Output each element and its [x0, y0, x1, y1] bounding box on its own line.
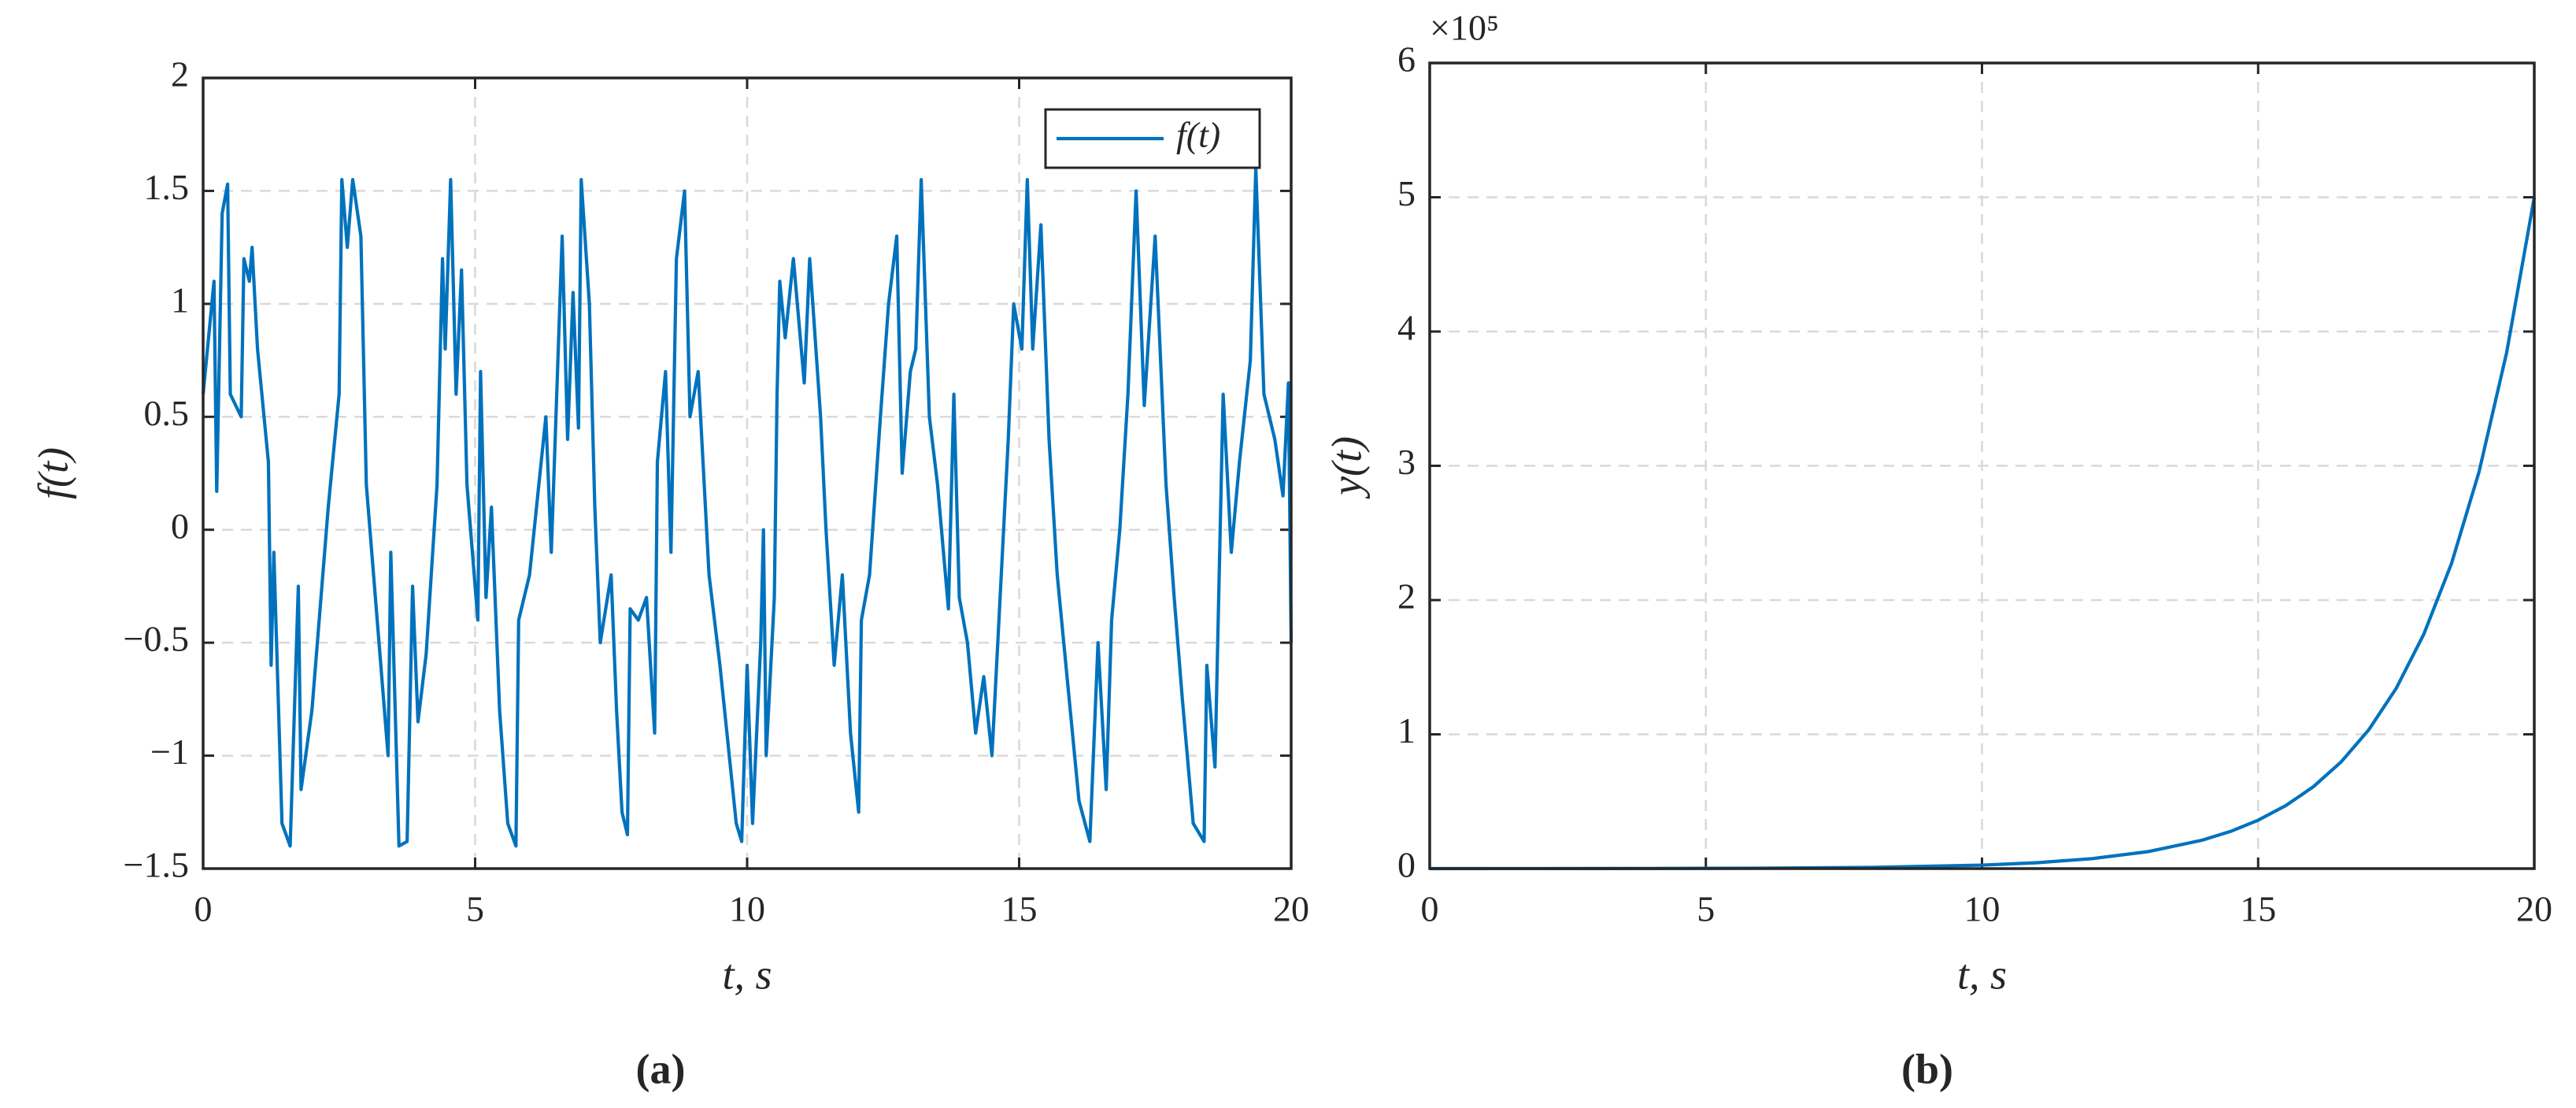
y-axis-label: y(t) — [1323, 436, 1370, 499]
plot-frame — [202, 76, 1293, 870]
legend-label: f(t) — [1176, 115, 1220, 155]
caption: (a) — [636, 1045, 686, 1092]
x-tick-label: 20 — [1273, 889, 1309, 929]
y-tick-label: 4 — [1397, 308, 1416, 348]
x-tick-label: 0 — [194, 889, 213, 929]
y-tick-label: 0 — [171, 506, 189, 546]
y-tick-label: 1 — [1397, 710, 1416, 750]
y-tick-label: 1.5 — [144, 167, 190, 207]
x-tick-label: 0 — [1421, 889, 1439, 929]
y-tick-label: 1 — [171, 280, 189, 320]
data-line — [201, 166, 1294, 848]
y-tick-label: −0.5 — [124, 619, 189, 659]
y-tick-label: 2 — [171, 54, 189, 94]
x-tick-label: 15 — [1001, 889, 1038, 929]
y-tick-label: −1.5 — [124, 845, 189, 885]
y-tick-label: 0.5 — [144, 393, 190, 433]
x-tick-label: 10 — [1964, 889, 2000, 929]
x-axis-label: t, s — [1957, 951, 2007, 998]
y-axis-label: f(t) — [29, 447, 76, 499]
x-tick-label: 5 — [1697, 889, 1715, 929]
x-tick-label: 10 — [729, 889, 765, 929]
plot-frame — [1428, 61, 2536, 870]
y-tick-label: 0 — [1397, 845, 1416, 885]
axis-multiplier: ×10⁵ — [1430, 8, 1499, 48]
caption: (b) — [1901, 1045, 1953, 1092]
x-tick-label: 5 — [466, 889, 484, 929]
x-tick-label: 15 — [2240, 889, 2276, 929]
y-tick-label: 5 — [1397, 173, 1416, 213]
y-tick-label: −1 — [150, 732, 189, 772]
y-tick-label: 3 — [1397, 442, 1416, 482]
x-tick-label: 20 — [2516, 889, 2552, 929]
x-axis-label: t, s — [722, 951, 772, 998]
y-tick-label: 6 — [1397, 39, 1416, 80]
y-tick-label: 2 — [1397, 576, 1416, 617]
